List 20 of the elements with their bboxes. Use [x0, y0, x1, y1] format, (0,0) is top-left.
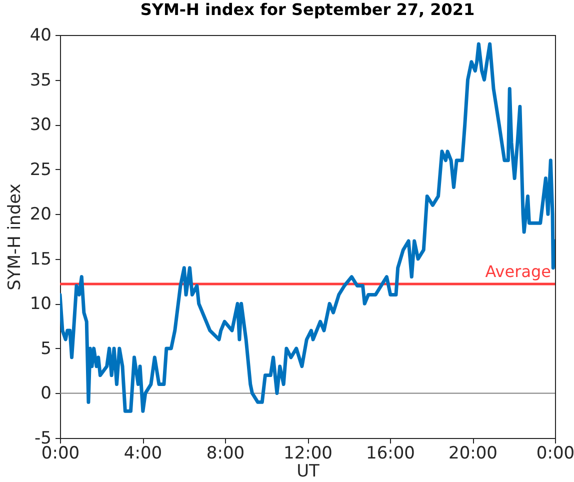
x-tick-label: 20:00 [448, 444, 498, 464]
y-tick-label: 0 [40, 384, 52, 404]
y-tick-label: 30 [30, 115, 52, 136]
x-tick-label: 12:00 [284, 444, 332, 464]
x-tick-label: 4:00 [124, 444, 162, 464]
y-tick-label: 40 [30, 26, 52, 46]
y-axis-title: SYM-H index [4, 184, 25, 290]
y-tick-label: 15 [30, 249, 52, 270]
y-tick-label: 5 [40, 338, 52, 359]
y-tick-label: 10 [30, 294, 52, 314]
chart-title: SYM-H index for September 27, 2021 [140, 0, 475, 19]
y-tick-label: 20 [30, 204, 52, 225]
y-tick-label: 25 [30, 160, 52, 180]
y-tick-label: 35 [30, 70, 52, 90]
x-tick-label: 16:00 [366, 444, 415, 464]
x-tick-label: 8:00 [206, 444, 245, 464]
line-series [60, 42, 555, 413]
x-tick-label: 0:00 [536, 444, 574, 464]
x-axis-title: UT [296, 462, 320, 482]
ref-line-label: Average [485, 262, 551, 281]
